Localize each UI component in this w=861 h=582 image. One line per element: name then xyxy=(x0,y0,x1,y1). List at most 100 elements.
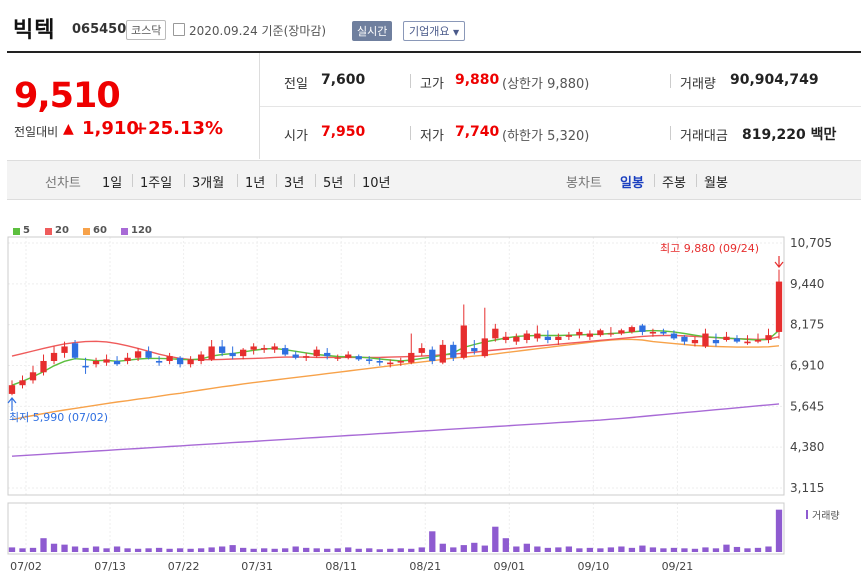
line-chart-label[interactable]: 선차트 xyxy=(45,176,81,191)
volume-bar xyxy=(82,547,89,552)
volume-bar xyxy=(387,548,394,552)
x-tick-label: 07/13 xyxy=(94,560,126,573)
volume-bar xyxy=(702,547,709,552)
candle-body xyxy=(303,356,310,358)
candle-body xyxy=(61,346,68,353)
candle-body xyxy=(366,359,373,361)
candle-body xyxy=(134,351,142,358)
ma60-swatch xyxy=(83,228,90,235)
candle-body xyxy=(628,327,636,332)
volume-bar xyxy=(250,548,257,552)
volume-bar xyxy=(324,548,331,552)
candle-body xyxy=(733,338,741,342)
candle-body xyxy=(754,339,762,342)
volume-bar xyxy=(523,543,530,552)
volume-bar xyxy=(155,547,163,552)
volume-bars xyxy=(8,509,783,552)
candle-body xyxy=(481,338,488,357)
candle-body xyxy=(744,341,751,344)
volume-bar xyxy=(502,538,509,552)
candle-body xyxy=(103,359,110,363)
volume-bar xyxy=(597,548,604,552)
tab-period-3y[interactable]: 3년 xyxy=(284,176,305,191)
volume-bar xyxy=(92,546,100,552)
candlesticks xyxy=(8,269,783,396)
ma120-line xyxy=(11,403,780,457)
y-tick-label: 10,705 xyxy=(790,236,832,250)
candle-body xyxy=(197,354,205,361)
ma20-line xyxy=(11,334,780,361)
tab-period-5y[interactable]: 5년 xyxy=(323,176,344,191)
axis-labels: 10,705 9,440 8,175 6,910 5,645 4,380 3,115 07/0… xyxy=(10,236,832,573)
candle-body xyxy=(218,346,226,353)
tab-candle-monthly[interactable]: 월봉 xyxy=(704,176,728,191)
separator xyxy=(670,126,671,140)
candle-body xyxy=(460,325,467,358)
ma20-legend: 20 xyxy=(55,225,69,236)
realtime-button[interactable]: 실시간 xyxy=(352,21,393,41)
volume-bar xyxy=(723,544,730,552)
candle-body xyxy=(29,372,37,381)
volume-bar xyxy=(607,547,615,552)
candle-body xyxy=(113,360,121,365)
y-tick-label: 4,380 xyxy=(790,440,824,454)
x-tick-label: 07/02 xyxy=(10,560,42,573)
chart-tab-bar xyxy=(7,160,861,200)
candle-body xyxy=(723,336,730,340)
volume-bar xyxy=(113,546,121,552)
volume-bar xyxy=(660,548,667,552)
tab-period-1d[interactable]: 1일 xyxy=(102,176,123,191)
tab-period-10y[interactable]: 10년 xyxy=(362,176,391,191)
company-overview-dropdown[interactable]: 기업개요 ▼ xyxy=(403,21,466,41)
ma120-swatch xyxy=(121,228,128,235)
separator xyxy=(315,174,316,187)
x-tick-label: 09/10 xyxy=(578,560,610,573)
candle-body xyxy=(702,333,709,347)
compare-percent: +25.13% xyxy=(133,118,224,139)
volume-bar xyxy=(555,547,562,552)
volume-bar xyxy=(271,548,278,552)
volume-bar xyxy=(218,546,226,552)
high-annotation: 최고 9,880 (09/24) xyxy=(660,242,759,255)
volume-bar xyxy=(176,548,184,552)
volume-bar xyxy=(775,509,783,552)
candle-body xyxy=(544,336,552,340)
candle-body xyxy=(155,360,163,363)
tab-period-1w[interactable]: 1주일 xyxy=(140,176,173,191)
volume-bar xyxy=(187,548,194,552)
volume-bar xyxy=(649,547,657,552)
candle-body xyxy=(250,346,257,350)
candle-body xyxy=(660,331,667,334)
volume-bar xyxy=(376,549,383,552)
volume-bar xyxy=(628,547,636,552)
volume-bar xyxy=(29,547,37,552)
calendar-icon xyxy=(173,23,185,36)
tab-period-1y[interactable]: 1년 xyxy=(245,176,266,191)
volume-bar xyxy=(429,531,436,552)
tab-candle-weekly[interactable]: 주봉 xyxy=(662,176,686,191)
upper-limit: (상한가 9,880) xyxy=(502,77,590,92)
volume-bar xyxy=(124,548,131,552)
company-overview-label: 기업개요 xyxy=(409,25,450,38)
volume-bar xyxy=(366,548,373,552)
current-price: 9,510 xyxy=(14,76,121,116)
separator xyxy=(276,174,277,187)
x-tick-label: 08/11 xyxy=(325,560,357,573)
separator xyxy=(410,126,411,140)
volume-bar xyxy=(712,548,720,552)
volume-bar xyxy=(229,545,236,552)
x-tick-label: 09/01 xyxy=(493,560,525,573)
candle-body xyxy=(565,335,573,337)
candle-chart-label[interactable]: 봉차트 xyxy=(566,176,602,191)
candle-body xyxy=(313,349,320,357)
candle-body xyxy=(523,333,530,340)
volume-bar xyxy=(292,546,299,552)
candle-body xyxy=(639,325,646,332)
volume-bar xyxy=(418,547,425,552)
tab-period-3m[interactable]: 3개월 xyxy=(192,176,225,191)
x-tick-label: 07/22 xyxy=(168,560,200,573)
candle-body xyxy=(324,352,331,357)
tab-candle-daily[interactable]: 일봉 xyxy=(620,176,644,191)
candle-body xyxy=(649,331,657,334)
